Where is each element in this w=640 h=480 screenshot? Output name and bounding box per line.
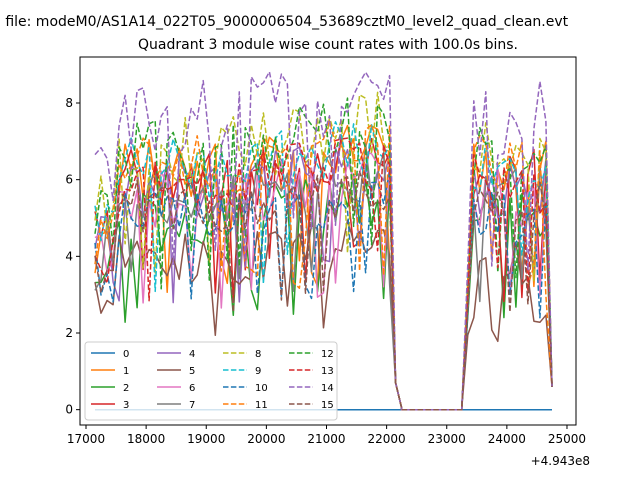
series-line-15 — [94, 170, 553, 411]
series-line-13 — [94, 137, 553, 411]
legend-label-9: 9 — [255, 366, 261, 377]
series-line-14 — [94, 71, 553, 411]
y-tick-label-8: 8 — [65, 96, 73, 110]
legend-label-5: 5 — [189, 366, 195, 377]
y-tick-label-6: 6 — [65, 173, 73, 187]
chart-title: Quadrant 3 module wise count rates with … — [138, 37, 518, 53]
legend-box — [84, 341, 338, 421]
series-line-8 — [94, 91, 553, 411]
y-tick-label-2: 2 — [65, 326, 73, 340]
legend-label-8: 8 — [255, 349, 261, 360]
x-tick-label-17000: 17000 — [67, 432, 105, 446]
x-tick-label-23000: 23000 — [428, 432, 466, 446]
x-tick-label-19000: 19000 — [187, 432, 225, 446]
x-tick-label-22000: 22000 — [368, 432, 406, 446]
plot-area: 17000 18000 19000 20000 21000 22000 23000 24000… — [65, 56, 586, 446]
x-tick-label-21000: 21000 — [307, 432, 345, 446]
legend-label-11: 11 — [255, 400, 268, 411]
legend-label-0: 0 — [123, 349, 129, 360]
legend-label-3: 3 — [123, 400, 129, 411]
axes-frame — [79, 56, 577, 426]
series-group — [94, 71, 553, 411]
series-line-6 — [94, 150, 553, 411]
legend-label-7: 7 — [189, 400, 195, 411]
series-line-3 — [94, 135, 553, 411]
legend-label-6: 6 — [189, 383, 195, 394]
y-tick-label-0: 0 — [65, 403, 73, 417]
x-tick-label-24000: 24000 — [488, 432, 526, 446]
legend-label-1: 1 — [123, 366, 129, 377]
series-line-12 — [94, 97, 553, 411]
figure-suptitle: n file: modeM0/AS1A14_022T05_9000006504_… — [0, 14, 569, 30]
x-tick-label-25000: 25000 — [548, 432, 586, 446]
legend-label-12: 12 — [321, 349, 334, 360]
legend-label-15: 15 — [321, 400, 334, 411]
legend-label-2: 2 — [123, 383, 129, 394]
x-offset-label: +4.943e8 — [531, 454, 590, 468]
legend-label-4: 4 — [189, 349, 195, 360]
series-line-11 — [94, 120, 553, 411]
legend-label-13: 13 — [321, 366, 334, 377]
series-line-9 — [94, 121, 553, 411]
x-tick-label-18000: 18000 — [127, 432, 165, 446]
y-tick-label-4: 4 — [65, 249, 73, 263]
x-tick-label-20000: 20000 — [247, 432, 285, 446]
legend-label-14: 14 — [321, 383, 334, 394]
legend-label-10: 10 — [255, 383, 268, 394]
